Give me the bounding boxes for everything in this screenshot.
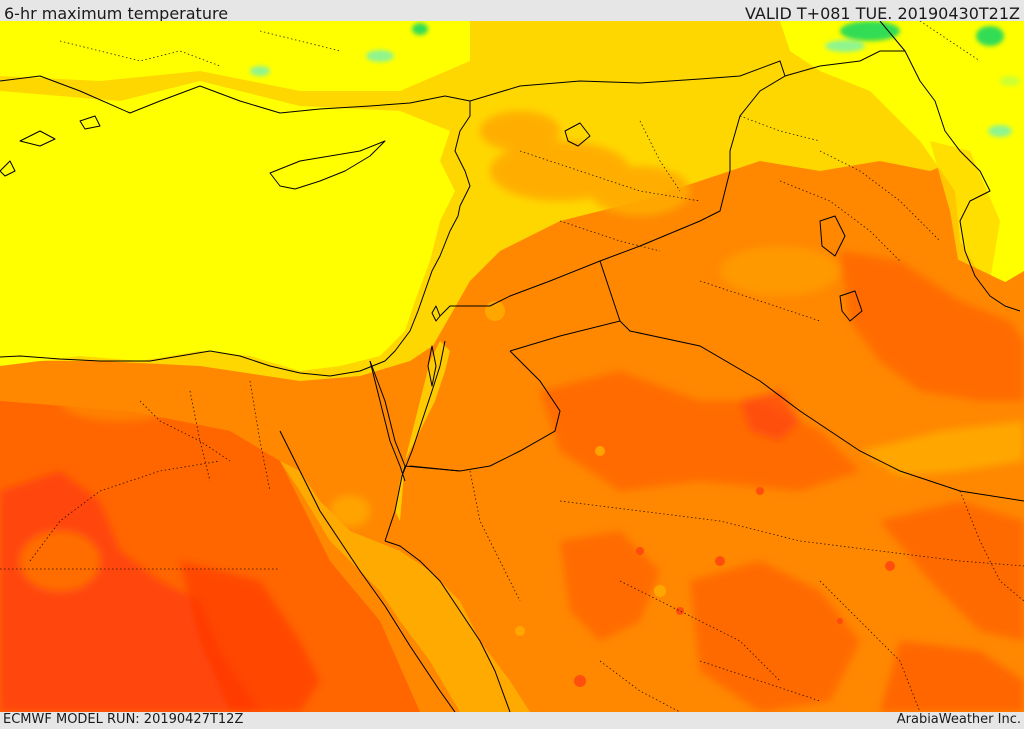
map-title: 6-hr maximum temperature xyxy=(4,4,229,23)
dark-orange-areas xyxy=(540,251,1024,712)
credit-label: ArabiaWeather Inc. xyxy=(896,712,1021,727)
egypt-hot-spots xyxy=(0,381,370,712)
footer-bar: ECMWF MODEL RUN: 20190427T12Z ArabiaWeat… xyxy=(0,712,1024,729)
syria-patches xyxy=(480,111,690,216)
valid-time-label: VALID T+081 TUE. 20190430T21Z xyxy=(744,4,1020,23)
iraq-light-band xyxy=(720,246,1024,476)
temperature-map[interactable] xyxy=(0,21,1024,712)
aqaba-streak xyxy=(395,341,450,521)
speckles xyxy=(574,487,895,687)
red-sea-field xyxy=(280,461,530,712)
mediterranean-sea-field xyxy=(0,81,455,371)
coastlines xyxy=(0,50,1021,712)
model-run-label: ECMWF MODEL RUN: 20190427T12Z xyxy=(3,712,244,727)
map-canvas xyxy=(0,21,1024,712)
admin-boundaries xyxy=(0,21,1024,712)
cold-spots xyxy=(250,21,1020,137)
header-bar: 6-hr maximum temperature VALID T+081 TUE… xyxy=(0,0,1024,23)
north-yellow-strip xyxy=(0,21,470,91)
